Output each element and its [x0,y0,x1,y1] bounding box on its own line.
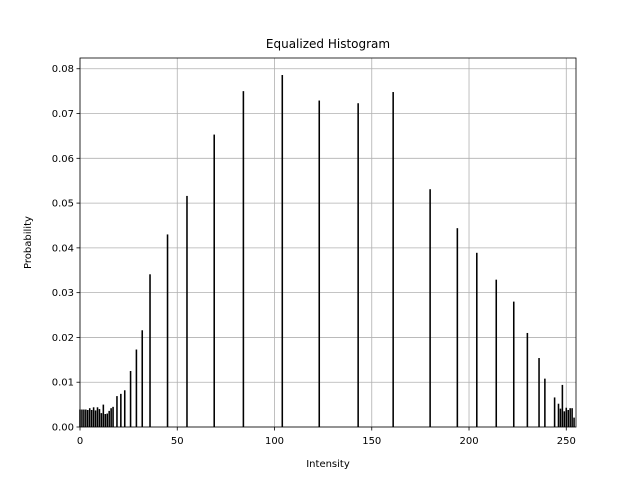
chart-title: Equalized Histogram [266,37,390,51]
histogram-bar [476,252,478,427]
histogram-bar [495,279,498,427]
histogram-bar [186,195,188,427]
histogram-bar [565,407,568,427]
x-axis-label: Intensity [306,459,350,470]
histogram-bar [149,274,151,427]
histogram-bar [569,408,571,427]
y-tick-label: 0.04 [52,243,74,254]
histogram-bar [559,408,562,427]
histogram-bar [85,409,87,427]
histogram-bar [538,358,540,427]
histogram-bar [135,349,138,427]
histogram-bars [79,75,575,427]
histogram-bar [98,409,101,427]
histogram-bar [563,411,566,427]
grid-lines [79,58,576,428]
y-tick-label: 0.03 [52,288,74,299]
axes-frame [79,57,577,428]
x-tick-label: 0 [77,436,83,447]
histogram-bar [357,103,359,427]
histogram-bar [141,330,144,427]
histogram-bar [512,301,515,427]
histogram-bar [94,410,97,427]
histogram-bar [166,234,169,427]
y-axis-label: Probability [23,216,34,269]
histogram-bar [318,100,321,427]
axis-ticks: 0 50 100 150 200 250 0.00 0.01 0.02 0.03 0.04 0.05 0… [52,64,576,447]
y-tick-label: 0.00 [52,423,74,434]
histogram-bar [281,75,284,427]
y-tick-label: 0.06 [52,154,74,165]
histogram-bar [87,409,89,427]
histogram-bar [557,403,560,427]
histogram-bar [213,134,215,427]
histogram-bar [90,409,93,427]
histogram-bar [123,390,126,427]
y-tick-label: 0.02 [52,333,74,344]
y-tick-label: 0.08 [52,64,74,75]
histogram-bar [116,396,118,427]
histogram-bar [242,91,245,427]
histogram-bar [92,407,95,427]
y-tick-label: 0.01 [52,378,74,389]
y-tick-label: 0.07 [52,109,74,120]
histogram-bar [83,409,85,427]
histogram-bar [129,371,132,427]
histogram-bar [567,409,569,427]
histogram-bar [571,408,573,427]
histogram-bar [102,404,105,427]
histogram-bar [110,408,112,427]
histogram-bar [544,378,546,427]
x-tick-label: 200 [459,436,478,447]
histogram-bar [81,409,83,427]
histogram-bar [392,92,394,427]
histogram-bar [553,397,556,427]
x-tick-label: 150 [362,436,381,447]
histogram-bar [526,332,529,427]
histogram-bar [112,406,114,427]
histogram-bar [108,410,110,427]
histogram-bar [104,414,107,427]
histogram-bar [456,228,459,427]
histogram-bar [561,384,564,427]
histogram-bar [120,393,122,427]
histogram-bar [88,408,91,427]
histogram-bar [429,189,431,427]
histogram-bar [573,417,575,427]
histogram-bar [96,407,99,427]
x-tick-label: 100 [265,436,284,447]
x-tick-label: 250 [557,436,576,447]
histogram-bar [106,413,109,427]
y-tick-label: 0.05 [52,199,74,210]
histogram-bar [100,413,103,427]
x-tick-label: 50 [171,436,184,447]
